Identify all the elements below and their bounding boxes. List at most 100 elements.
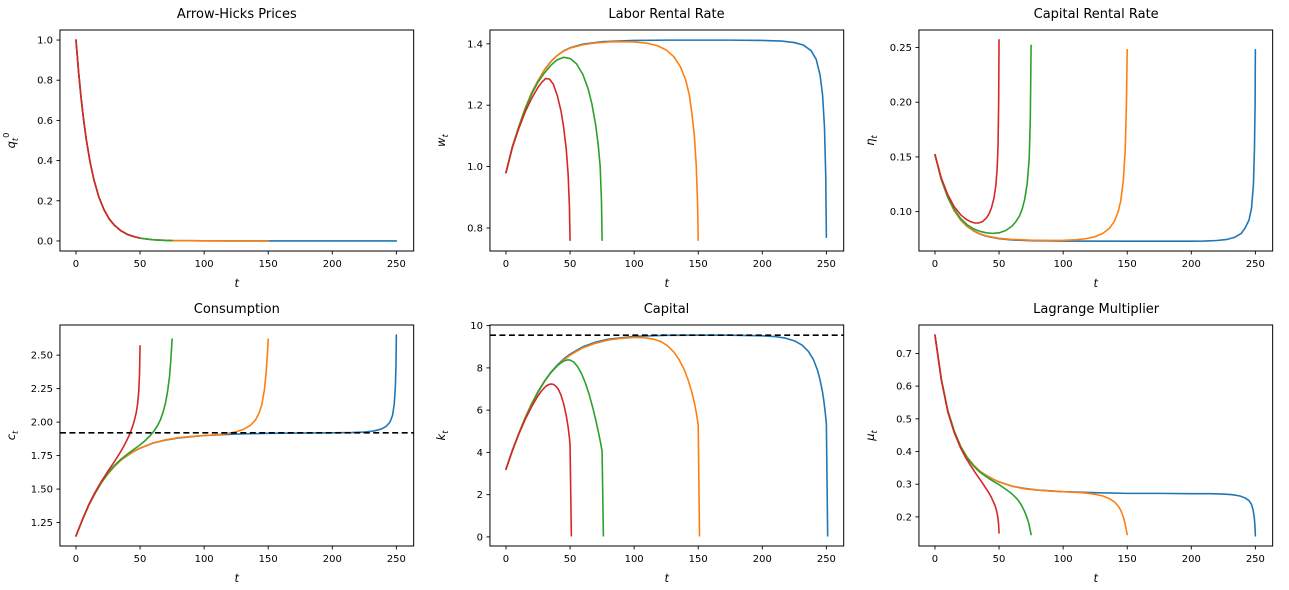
plot-area (919, 325, 1273, 546)
arrow-hicks-prices-plot: 0 50 100 150 200 250 0.0 0.2 0.4 0.6 0.8 1.0 t qt0 (1, 29, 415, 290)
x-tick-label: 200 (1182, 259, 1201, 270)
series-horizon-75 (504, 56, 603, 242)
y-tick-label: 0.2 (896, 512, 912, 523)
x-axis-label: t (664, 571, 669, 585)
y-axis-label: ηt (863, 134, 879, 145)
chart-title: Lagrange Multiplier (1033, 302, 1160, 317)
x-tick-label: 150 (1118, 554, 1137, 565)
x-tick-label: 150 (1118, 259, 1137, 270)
series-horizon-50 (504, 77, 571, 242)
capital-plot: 0 50 100 150 200 250 0 2 4 6 8 10 t kt (434, 321, 844, 585)
x-tick-label: 50 (563, 259, 576, 270)
plot-area (59, 30, 414, 251)
y-axis-label: μt (863, 429, 879, 441)
x-tick-label: 0 (502, 554, 508, 565)
y-tick-label: 0.10 (890, 207, 912, 218)
axes-box (489, 324, 844, 547)
x-tick-label: 100 (195, 554, 214, 565)
x-axis-label: t (235, 571, 240, 585)
y-tick-label: 1.50 (31, 485, 53, 496)
y-axis-label: wt (434, 133, 450, 146)
y-tick-label: 2.50 (31, 351, 53, 362)
x-tick-label: 100 (1054, 259, 1073, 270)
series-horizon-50 (75, 39, 141, 239)
subplot-capital-rental-rate: Capital Rental Rate 0 50 100 150 200 250 0.10 0… (859, 0, 1289, 295)
plot-area (489, 30, 844, 251)
y-tick-label: 0.0 (37, 236, 53, 247)
x-tick-label: 0 (932, 259, 938, 270)
series-horizon-75 (504, 359, 604, 537)
y-tick-label: 0.7 (896, 349, 912, 360)
axes-box (59, 29, 415, 252)
axes-box (489, 29, 844, 252)
series-horizon-50 (934, 334, 1001, 534)
consumption-plot: 0 50 100 150 200 250 1.25 1.50 1.75 2.00 2.25 2.50 t… (4, 324, 415, 585)
capital-rental-rate-plot: 0 50 100 150 200 250 0.10 0.15 0.20 0.25 t ηt (863, 29, 1274, 290)
x-tick-label: 0 (73, 259, 79, 270)
x-tick-label: 100 (1054, 554, 1073, 565)
x-tick-label: 150 (259, 554, 278, 565)
x-tick-label: 50 (134, 259, 147, 270)
axes-box (918, 29, 1274, 252)
subplot-labor-rental-rate: Labor Rental Rate 0 50 100 150 200 250 0.8 1.0 1… (430, 0, 860, 295)
series-horizon-75 (934, 44, 1033, 235)
y-axis-label: kt (434, 430, 450, 441)
y-tick-label: 0.4 (896, 447, 912, 458)
y-tick-label: 0.15 (890, 152, 912, 163)
x-tick-label: 150 (259, 259, 278, 270)
x-tick-label: 250 (817, 259, 836, 270)
series-horizon-150 (934, 48, 1129, 242)
y-tick-label: 2.00 (31, 418, 53, 429)
x-tick-label: 100 (624, 259, 643, 270)
x-tick-label: 250 (387, 259, 406, 270)
x-tick-label: 250 (1246, 259, 1265, 270)
series-horizon-50 (75, 344, 141, 537)
y-tick-label: 6 (476, 406, 482, 417)
x-tick-label: 250 (1246, 554, 1265, 565)
subplot-lagrange-multiplier: Lagrange Multiplier 0 50 100 150 200 250 0.2 0.… (859, 295, 1289, 590)
y-tick-label: 1.0 (37, 36, 53, 47)
lagrange-multiplier-plot: 0 50 100 150 200 250 0.2 0.3 0.4 0.5 0.6 0.7 t μt (863, 324, 1274, 585)
chart-title: Consumption (193, 302, 280, 317)
x-tick-label: 0 (73, 554, 79, 565)
x-tick-label: 150 (688, 259, 707, 270)
x-tick-label: 50 (993, 259, 1006, 270)
y-tick-label: 0.6 (37, 116, 53, 127)
y-tick-label: 0.2 (37, 196, 53, 207)
y-tick-label: 0.3 (896, 480, 912, 491)
series-horizon-50 (934, 39, 1001, 224)
x-tick-label: 150 (688, 554, 707, 565)
plot-area (919, 30, 1273, 251)
x-tick-label: 50 (134, 554, 147, 565)
plot-area (489, 325, 844, 546)
y-tick-label: 4 (476, 448, 482, 459)
y-axis-label: qt0 (1, 133, 20, 149)
x-tick-label: 200 (752, 259, 771, 270)
x-tick-label: 50 (563, 554, 576, 565)
y-tick-label: 0.8 (467, 223, 483, 234)
subplot-consumption: Consumption 0 50 100 150 200 250 1.25 1.50 1.75 2… (0, 295, 430, 590)
y-tick-label: 0.5 (896, 414, 912, 425)
y-tick-label: 8 (476, 363, 482, 374)
y-tick-label: 10 (470, 321, 483, 332)
chart-title: Capital (643, 302, 690, 317)
y-tick-label: 1.2 (467, 101, 483, 112)
chart-title: Labor Rental Rate (608, 7, 725, 22)
y-tick-label: 0.4 (37, 156, 53, 167)
series-horizon-50 (504, 383, 572, 537)
labor-rental-rate-plot: 0 50 100 150 200 250 0.8 1.0 1.2 1.4 t wt (434, 29, 844, 290)
x-axis-label: t (235, 276, 240, 290)
y-tick-label: 0.20 (890, 98, 912, 109)
y-tick-label: 1.0 (467, 162, 483, 173)
x-axis-label: t (1094, 571, 1099, 585)
x-tick-label: 100 (195, 259, 214, 270)
subplot-arrow-hicks-prices: Arrow-Hicks Prices 0 50 100 150 200 250 0.0 0.2… (0, 0, 430, 295)
axes-box (918, 324, 1274, 547)
axes-box (59, 324, 415, 547)
x-tick-label: 200 (1182, 554, 1201, 565)
y-tick-label: 0.6 (896, 382, 912, 393)
y-tick-label: 0.8 (37, 76, 53, 87)
y-tick-label: 1.75 (31, 451, 53, 462)
x-tick-label: 50 (993, 554, 1006, 565)
